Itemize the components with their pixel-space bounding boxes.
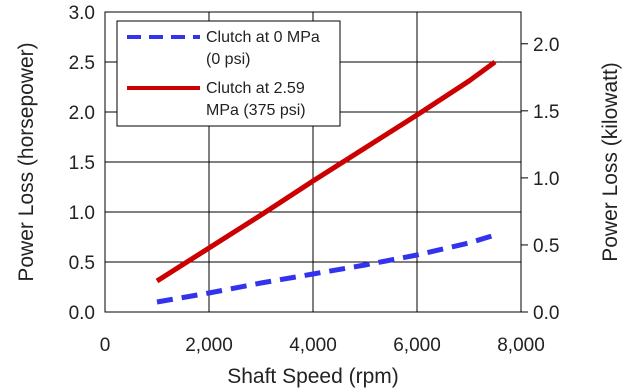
x-axis-label: Shaft Speed (rpm) (227, 365, 399, 388)
y2-tick-labels: 0.0 0.5 1.0 1.5 2.0 (521, 35, 559, 324)
legend-label-series2-line1: Clutch at 2.59 (206, 80, 305, 97)
x-tick-label: 8,000 (497, 335, 545, 356)
y-tick-label: 3.0 (69, 3, 95, 24)
x-tick-label: 0 (100, 335, 111, 356)
y2-tick-label: 0.0 (533, 303, 559, 324)
y2-tick-label: 1.0 (533, 169, 559, 190)
x-tick-label: 4,000 (289, 335, 337, 356)
y2-axis-label: Power Loss (kilowatt) (599, 62, 622, 262)
y-tick-label: 2.0 (69, 103, 95, 124)
series-line-1 (156, 232, 496, 305)
x-tick-label: 2,000 (185, 335, 233, 356)
x-tick-label: 6,000 (393, 335, 441, 356)
series-line-2 (155, 59, 497, 284)
y-axis-label: Power Loss (horsepower) (15, 42, 38, 281)
y2-tick-label: 2.0 (533, 35, 559, 56)
y-tick-label: 0.0 (69, 303, 95, 324)
y-tick-label: 1.0 (69, 203, 95, 224)
plot-frame (104, 11, 522, 313)
legend-label-series1-line1: Clutch at 0 MPa (206, 29, 320, 46)
y-tick-label: 0.5 (69, 253, 95, 274)
y2-tick-label: 0.5 (533, 236, 559, 257)
y2-tick-label: 1.5 (533, 102, 559, 123)
legend-label-series2-line2: MPa (375 psi) (206, 102, 306, 119)
legend-label-series1-line2: (0 psi) (206, 51, 250, 68)
y-tick-labels: 0.0 0.5 1.0 1.5 2.0 2.5 3.0 (69, 3, 95, 324)
legend: Clutch at 0 MPa (0 psi) Clutch at 2.59 M… (116, 20, 341, 127)
x-tick-labels: 0 2,000 4,000 6,000 8,000 (100, 335, 545, 356)
series-layer (155, 59, 497, 305)
y-tick-label: 2.5 (69, 53, 95, 74)
y-tick-label: 1.5 (69, 153, 95, 174)
